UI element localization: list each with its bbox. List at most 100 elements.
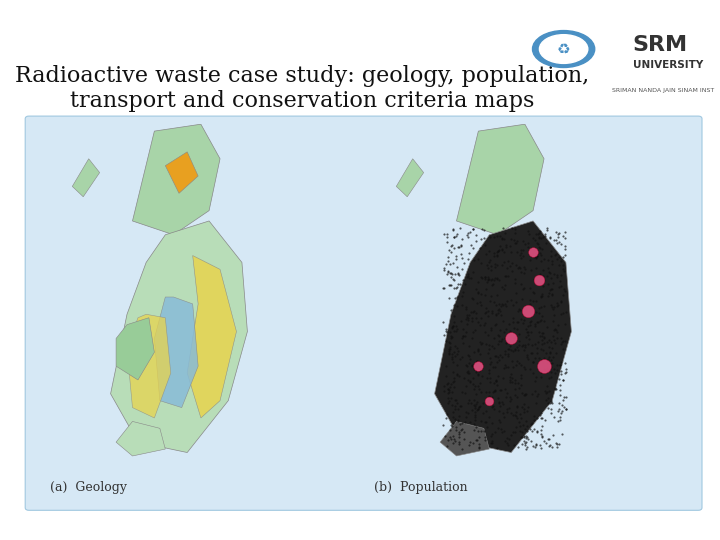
Point — [489, 352, 500, 360]
Point — [449, 402, 461, 410]
Point — [493, 415, 505, 424]
Point — [498, 400, 509, 408]
Point — [532, 240, 544, 248]
Point — [534, 242, 545, 251]
Point — [492, 394, 504, 402]
Point — [524, 424, 536, 433]
Point — [553, 283, 564, 292]
Point — [454, 433, 465, 441]
Point — [489, 321, 500, 329]
Point — [480, 250, 492, 259]
Point — [484, 297, 495, 306]
Point — [472, 405, 484, 414]
Point — [531, 249, 542, 258]
Point — [516, 342, 528, 350]
Point — [499, 350, 510, 359]
Point — [486, 281, 498, 289]
Point — [539, 255, 550, 264]
Point — [496, 428, 508, 436]
Point — [544, 353, 555, 361]
Point — [491, 381, 503, 389]
Point — [505, 370, 517, 379]
Point — [553, 375, 564, 383]
Point — [524, 296, 536, 305]
Point — [472, 278, 484, 286]
Point — [534, 332, 546, 340]
Point — [521, 427, 533, 435]
Point — [546, 285, 558, 294]
Point — [510, 289, 522, 298]
Point — [472, 369, 484, 378]
Text: SRIMAN NANDA JAIN SINAM INST: SRIMAN NANDA JAIN SINAM INST — [612, 87, 714, 92]
Point — [525, 266, 536, 275]
Point — [482, 312, 494, 321]
Point — [456, 265, 468, 273]
Point — [508, 441, 520, 450]
Point — [444, 343, 456, 352]
Point — [544, 349, 556, 357]
Point — [490, 386, 501, 394]
Point — [445, 306, 456, 315]
Point — [541, 381, 553, 390]
Point — [469, 413, 481, 421]
Point — [512, 403, 523, 411]
Point — [526, 389, 537, 398]
Point — [495, 386, 506, 394]
Point — [536, 290, 547, 299]
Polygon shape — [456, 124, 544, 235]
Point — [524, 284, 536, 292]
Point — [503, 256, 514, 265]
Point — [547, 278, 559, 287]
Point — [521, 327, 533, 336]
Point — [553, 228, 564, 237]
Point — [517, 295, 528, 303]
Point — [520, 325, 531, 333]
Point — [472, 404, 484, 413]
Point — [537, 271, 549, 280]
Point — [534, 248, 546, 257]
Point — [550, 325, 562, 334]
Point — [467, 313, 478, 322]
Point — [544, 285, 556, 294]
Point — [442, 394, 454, 402]
Polygon shape — [72, 159, 99, 197]
Point — [540, 239, 552, 247]
Point — [472, 435, 483, 444]
Point — [513, 346, 524, 355]
Point — [496, 352, 508, 361]
Point — [497, 283, 508, 292]
Point — [502, 272, 513, 281]
Point — [493, 337, 505, 346]
Point — [460, 305, 472, 314]
Point — [505, 341, 516, 350]
Point — [554, 361, 566, 369]
Point — [538, 357, 549, 366]
Point — [444, 433, 456, 441]
Point — [475, 289, 487, 298]
Point — [558, 393, 570, 401]
Point — [444, 339, 456, 347]
Point — [459, 280, 470, 288]
Point — [446, 269, 457, 278]
Point — [497, 374, 508, 382]
Point — [450, 252, 462, 260]
Point — [544, 360, 556, 368]
Point — [472, 362, 484, 370]
Point — [467, 362, 478, 370]
Point — [535, 270, 546, 279]
Point — [472, 288, 484, 296]
Point — [474, 321, 485, 329]
Point — [490, 351, 502, 360]
Point — [482, 330, 494, 339]
Point — [517, 284, 528, 293]
Point — [493, 399, 505, 407]
Point — [560, 405, 572, 414]
Point — [438, 284, 449, 292]
Polygon shape — [187, 255, 236, 418]
Point — [557, 375, 568, 384]
Point — [527, 296, 539, 305]
Point — [557, 395, 569, 404]
Point — [528, 425, 539, 434]
Point — [515, 251, 526, 260]
Point — [492, 247, 503, 256]
